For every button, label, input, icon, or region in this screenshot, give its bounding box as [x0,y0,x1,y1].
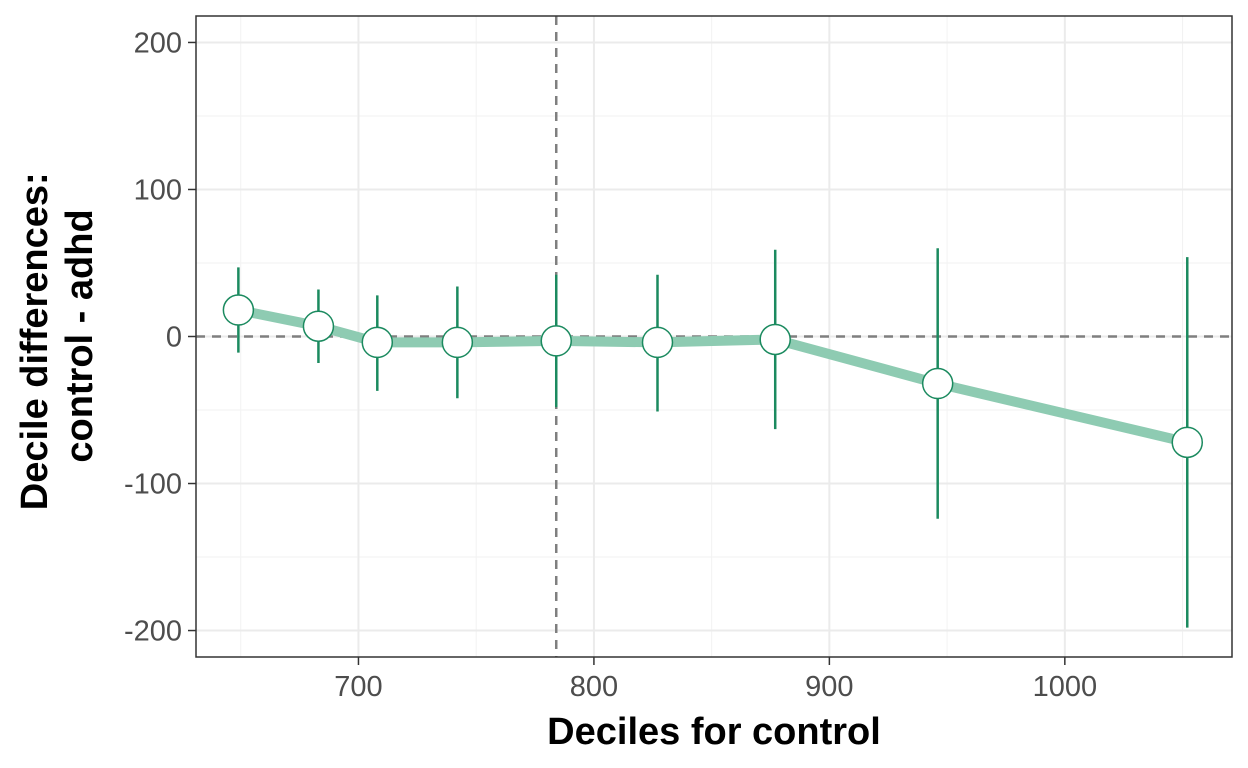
y-axis-title: Decile differences: control - adhd [14,162,101,510]
x-tick-label: 900 [805,671,853,703]
data-point [302,310,335,342]
data-point [1171,426,1204,459]
data-point [759,323,791,356]
data-point [921,367,954,400]
y-tick-label: 200 [134,27,182,59]
y-axis-title-line-1: Decile differences: [14,172,56,510]
x-tick-label: 800 [570,671,618,703]
data-layer [222,248,1204,628]
y-axis-ticks: -200 -100 0 100 200 [124,27,196,648]
x-axis-ticks: 700 800 900 1000 [334,657,1097,703]
data-point [222,294,255,326]
x-axis-title: Deciles for control [547,711,881,753]
y-axis-title-line-2: control - adhd [59,209,101,462]
y-tick-label: 100 [134,174,182,206]
data-point [641,326,674,359]
y-tick-label: -200 [124,616,182,648]
x-tick-label: 700 [334,671,382,703]
data-point [540,325,572,357]
data-point [441,326,474,359]
data-point [361,326,394,359]
y-tick-label: -100 [124,469,182,501]
x-tick-label: 1000 [1033,671,1098,703]
y-tick-label: 0 [166,322,182,354]
